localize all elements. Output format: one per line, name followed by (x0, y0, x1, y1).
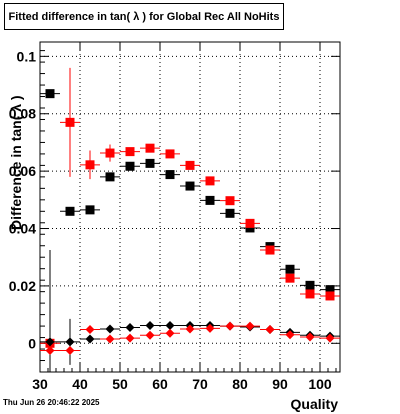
y-tick-label: 0.06 (9, 163, 36, 179)
data-point-square (285, 273, 295, 283)
data-point-square (125, 147, 135, 157)
data-point-diamond (145, 321, 155, 331)
data-point-square (305, 289, 315, 299)
x-tick-label: 70 (192, 376, 208, 392)
data-point-square (85, 160, 95, 170)
data-point-diamond (105, 334, 115, 344)
data-point-square (265, 245, 275, 255)
data-point-square (145, 158, 155, 168)
plot-frame (39, 41, 341, 373)
data-point-diamond (205, 323, 215, 333)
data-point-diamond (245, 321, 255, 331)
y-axis-label: Difference in tan( λ ) (8, 95, 24, 230)
data-point-diamond (265, 325, 275, 335)
data-point-square (85, 205, 95, 215)
data-point-square (245, 223, 255, 233)
data-point-square (105, 148, 115, 158)
data-point-square (205, 195, 215, 205)
x-tick-label: 100 (308, 376, 332, 392)
data-point-square (325, 291, 335, 301)
chart-title: Fitted difference in tan( λ ) for Global… (4, 3, 284, 30)
y-tick-label: 0.02 (9, 278, 36, 294)
data-point-diamond (165, 321, 175, 331)
data-point-diamond (125, 333, 135, 343)
data-point-diamond (45, 345, 55, 355)
data-point-square (185, 181, 195, 191)
data-point-diamond (125, 323, 135, 333)
data-point-square (105, 172, 115, 182)
data-point-diamond (105, 324, 115, 334)
data-point-square (165, 170, 175, 180)
data-point-square (305, 280, 315, 290)
data-point-diamond (185, 324, 195, 334)
data-point-diamond (285, 330, 295, 340)
x-tick-label: 60 (152, 376, 168, 392)
data-point-square (225, 208, 235, 218)
data-point-diamond (65, 337, 75, 347)
data-point-square (165, 149, 175, 159)
data-point-square (285, 264, 295, 274)
data-point-square (205, 176, 215, 186)
x-axis-label: Quality (290, 396, 338, 412)
data-point-square (145, 143, 155, 153)
y-tick-label: 0.08 (9, 106, 36, 122)
x-tick-label: 40 (72, 376, 88, 392)
y-tick-label: 0.1 (17, 48, 37, 64)
x-tick-label: 80 (232, 376, 248, 392)
data-point-diamond (85, 325, 95, 335)
data-point-square (65, 206, 75, 216)
data-point-square (45, 89, 55, 99)
timestamp: Thu Jun 26 20:46:22 2025 (3, 398, 100, 407)
data-point-diamond (165, 328, 175, 338)
data-point-diamond (45, 337, 55, 347)
x-tick-label: 50 (112, 376, 128, 392)
data-point-square (185, 160, 195, 170)
x-tick-label: 90 (272, 376, 288, 392)
data-point-square (225, 196, 235, 206)
data-point-diamond (225, 321, 235, 331)
data-point-square (325, 285, 335, 295)
y-tick-label: 0 (28, 335, 36, 351)
y-tick-label: 0.04 (9, 221, 36, 237)
data-point-diamond (145, 330, 155, 340)
data-point-square (65, 117, 75, 127)
data-point-square (125, 161, 135, 171)
data-point-diamond (305, 332, 315, 342)
data-point-square (245, 218, 255, 228)
x-tick-label: 30 (32, 376, 48, 392)
data-point-diamond (65, 345, 75, 355)
data-point-diamond (85, 334, 95, 344)
data-point-diamond (325, 333, 335, 343)
